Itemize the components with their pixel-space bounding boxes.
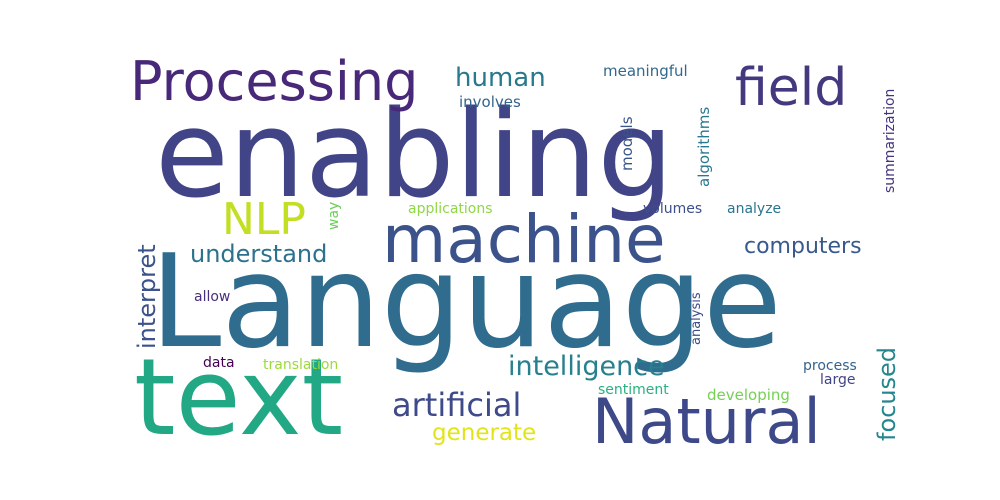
word-allow: allow bbox=[194, 289, 230, 305]
word-field: field bbox=[735, 58, 847, 118]
word-generate: generate bbox=[432, 420, 536, 446]
word-understand: understand bbox=[190, 240, 327, 268]
word-human: human bbox=[455, 63, 546, 93]
word-interpret: interpret bbox=[133, 244, 161, 349]
word-volumes: volumes bbox=[643, 201, 702, 217]
word-translation: translation bbox=[263, 357, 338, 373]
word-models: models bbox=[618, 116, 636, 171]
word-intelligence: intelligence bbox=[508, 351, 665, 382]
word-enabling: enabling bbox=[155, 86, 674, 225]
word-way: way bbox=[326, 202, 342, 230]
word-artificial: artificial bbox=[392, 386, 521, 424]
word-sentiment: sentiment bbox=[598, 382, 669, 398]
word-analysis: analysis bbox=[689, 292, 704, 345]
word-summarization: summarization bbox=[882, 89, 898, 193]
word-processing: Processing bbox=[130, 50, 418, 113]
word-focused: focused bbox=[873, 347, 901, 441]
word-natural: Natural bbox=[592, 385, 821, 458]
word-meaningful: meaningful bbox=[603, 62, 688, 80]
word-analyze: analyze bbox=[727, 201, 781, 217]
word-data: data bbox=[203, 355, 235, 371]
word-nlp: NLP bbox=[222, 194, 306, 245]
word-process: process bbox=[803, 358, 857, 374]
word-applications: applications bbox=[408, 201, 493, 217]
word-computers: computers bbox=[744, 234, 862, 259]
word-language: Language bbox=[150, 228, 782, 377]
word-involves: involves bbox=[459, 93, 521, 111]
word-text: text bbox=[134, 336, 343, 459]
word-developing: developing bbox=[707, 386, 790, 404]
word-machine: machine bbox=[382, 201, 666, 278]
word-algorithms: algorithms bbox=[695, 107, 713, 187]
word-large: large bbox=[820, 372, 855, 388]
